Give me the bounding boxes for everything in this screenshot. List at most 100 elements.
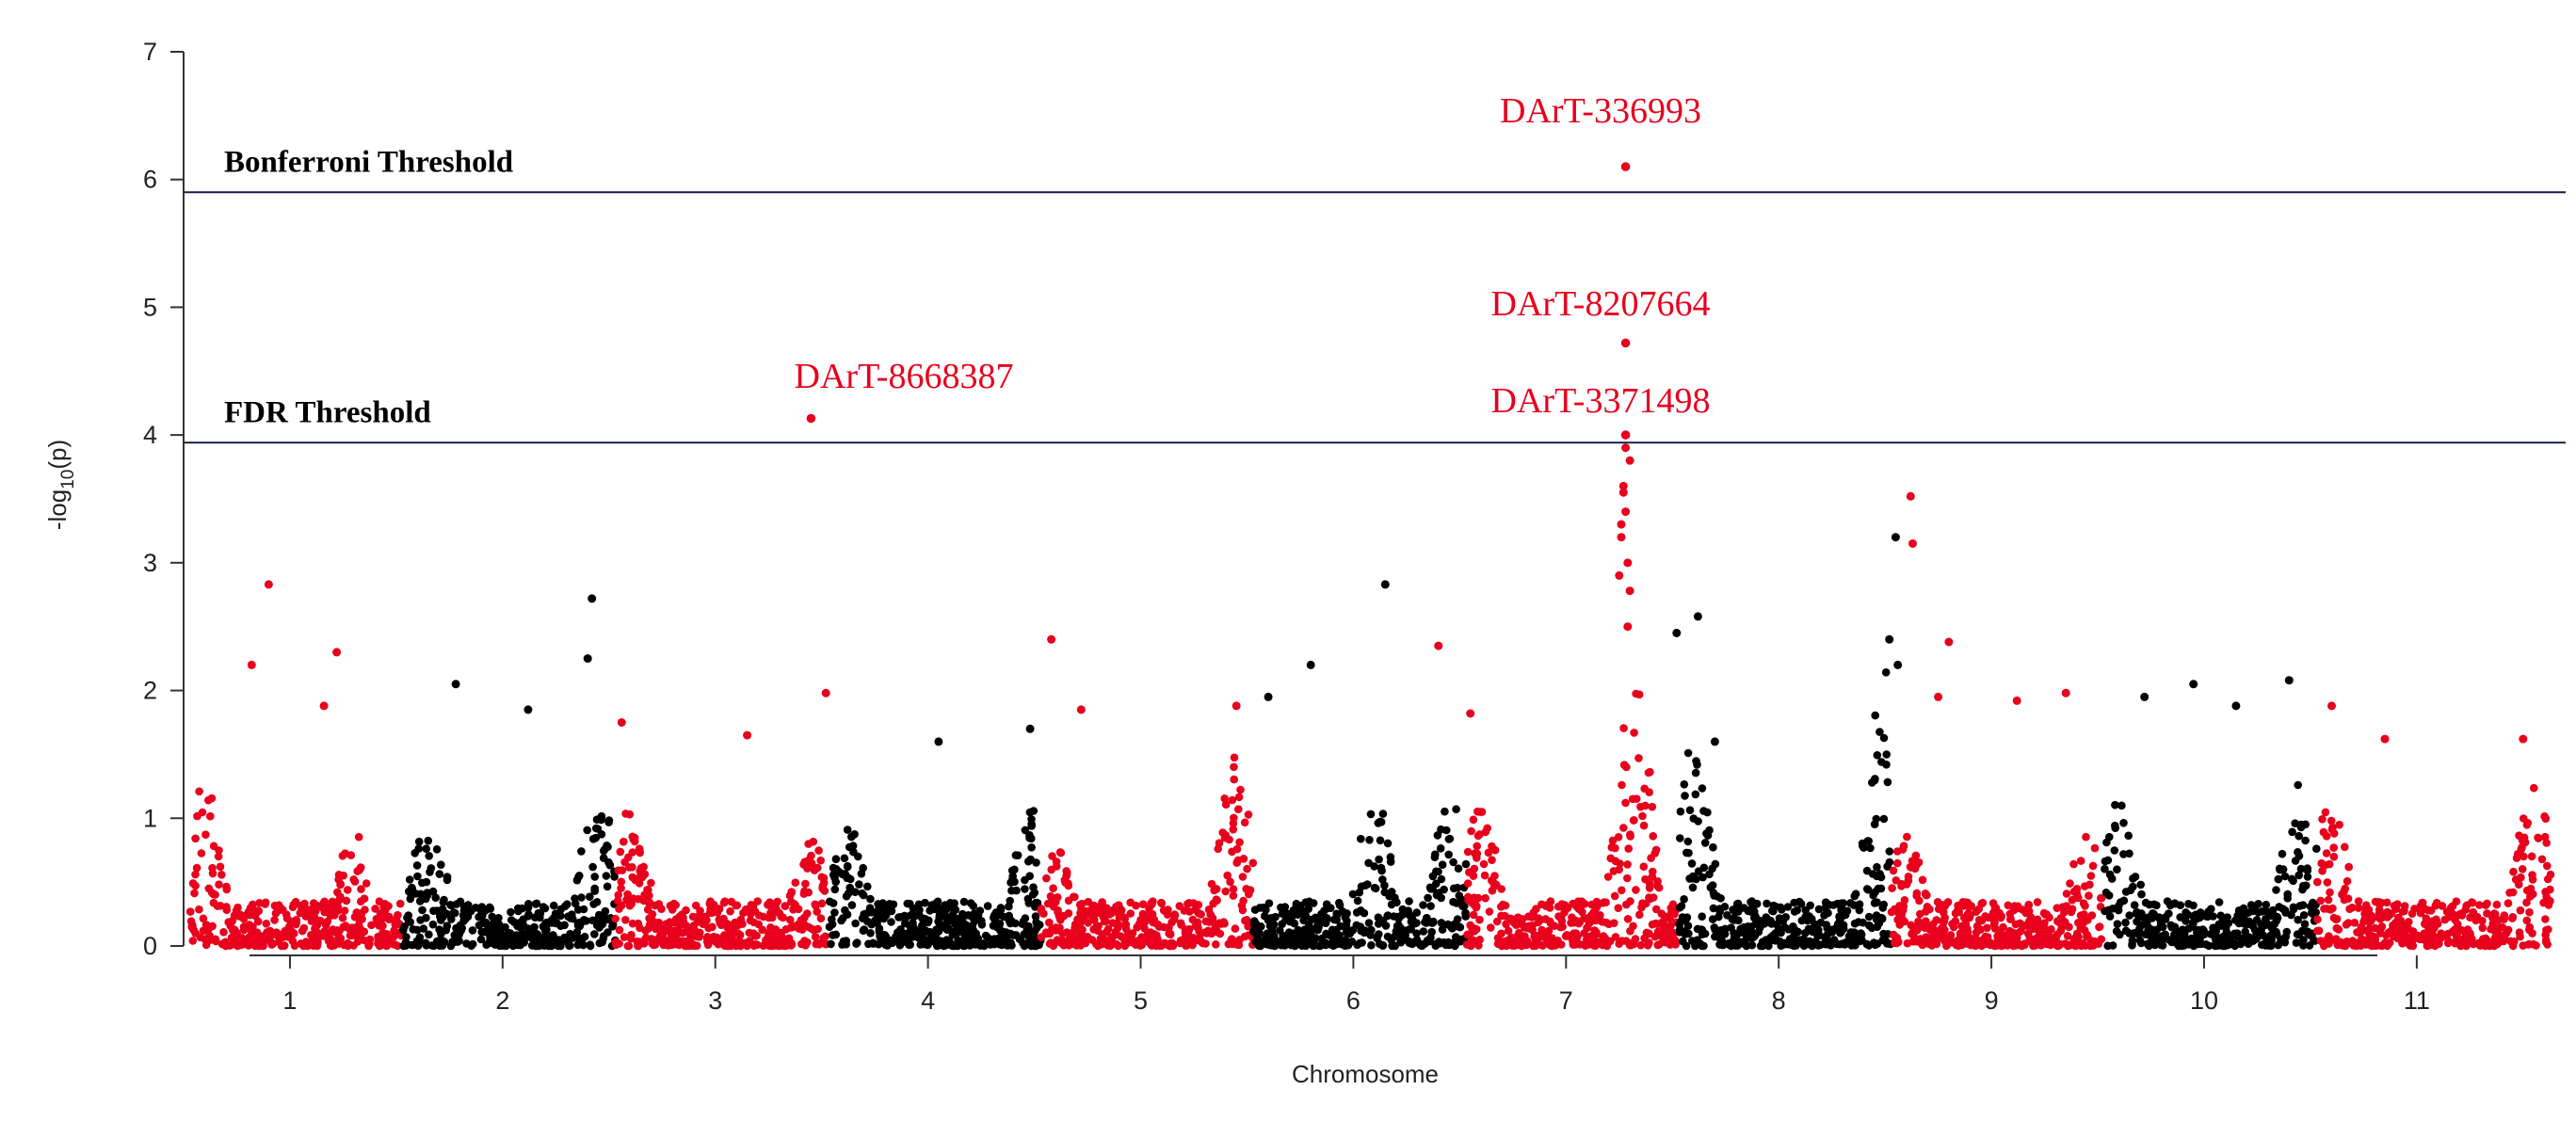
snp-point xyxy=(1487,923,1495,932)
snp-point xyxy=(2320,905,2328,913)
snp-point xyxy=(831,930,841,939)
snp-point xyxy=(1626,832,1634,841)
snp-point xyxy=(1715,907,1724,916)
snp-point xyxy=(326,911,335,921)
snp-point xyxy=(1634,754,1643,762)
snp-point xyxy=(1255,941,1264,950)
snp-point xyxy=(1877,913,1886,922)
snp-point xyxy=(250,910,260,920)
snp-point xyxy=(2113,865,2121,874)
snp-point xyxy=(1670,909,1679,919)
snp-point xyxy=(621,916,630,924)
snp-point xyxy=(2017,926,2025,936)
snp-point xyxy=(1469,936,1478,945)
snp-point xyxy=(959,897,969,906)
snp-point xyxy=(2094,939,2103,948)
y-tick-label: 2 xyxy=(143,677,157,705)
snp-point xyxy=(1416,940,1425,950)
threshold-label-2: FDR Threshold xyxy=(224,395,431,429)
snp-point xyxy=(838,940,846,949)
snp-point xyxy=(813,924,822,934)
snp-point xyxy=(1958,902,1968,910)
snp-point xyxy=(1374,920,1383,928)
snp-point xyxy=(1502,920,1510,929)
snp-point xyxy=(2301,836,2310,845)
snp-point xyxy=(802,938,811,947)
snp-point xyxy=(1781,913,1790,922)
snp-point xyxy=(1164,940,1172,949)
snp-point xyxy=(1516,918,1525,927)
x-tick-label: 1 xyxy=(282,986,297,1015)
snp-point xyxy=(1126,909,1135,918)
snp-point xyxy=(353,938,362,946)
snp-point xyxy=(192,863,201,873)
snp-point xyxy=(1394,914,1403,923)
snp-point xyxy=(1079,938,1088,948)
snp-point xyxy=(2358,935,2366,943)
snp-point xyxy=(468,939,477,949)
snp-point xyxy=(1708,915,1717,923)
snp-point xyxy=(230,925,239,935)
snp-point xyxy=(1900,896,1909,905)
snp-point xyxy=(1568,913,1576,922)
snp-point xyxy=(573,921,583,930)
snp-point xyxy=(2129,874,2137,883)
snp-point xyxy=(2124,831,2133,841)
snp-point xyxy=(1795,897,1804,906)
snp-point xyxy=(2184,924,2193,933)
snp-point xyxy=(1466,921,1474,930)
snp-point xyxy=(1236,785,1245,794)
snp-point xyxy=(1316,940,1326,949)
snp-point xyxy=(1832,939,1842,949)
snp-point xyxy=(1889,866,1898,875)
snp-point xyxy=(719,898,729,907)
snp-point xyxy=(1488,856,1496,864)
snp-point xyxy=(1419,901,1427,909)
snp-point xyxy=(1504,926,1513,936)
snp-point xyxy=(2081,882,2089,890)
snp-point xyxy=(1142,937,1151,945)
snp-point xyxy=(432,906,442,915)
snp-point xyxy=(1835,917,1844,925)
snp-point xyxy=(2492,900,2502,909)
snp-point xyxy=(1367,925,1376,935)
snp-point xyxy=(1908,539,1917,548)
snp-point xyxy=(2104,906,2113,915)
snp-point xyxy=(2216,911,2225,921)
x-axis-title: Chromosome xyxy=(1292,1060,1439,1088)
snp-point xyxy=(1370,883,1379,892)
snp-point xyxy=(1031,912,1040,921)
snp-point xyxy=(1815,931,1824,940)
x-tick-label: 6 xyxy=(1346,986,1360,1015)
snp-point xyxy=(1709,904,1718,913)
snp-point xyxy=(1943,937,1952,945)
marker-label-3: DArT-3371498 xyxy=(1491,381,1711,421)
snp-point xyxy=(2326,816,2336,825)
snp-point xyxy=(2313,877,2322,887)
snp-point xyxy=(961,927,971,936)
snp-point xyxy=(1762,913,1771,922)
snp-point xyxy=(1431,850,1440,858)
snp-point xyxy=(350,877,360,886)
snp-point xyxy=(1383,911,1393,920)
snp-point xyxy=(362,879,371,888)
snp-point xyxy=(933,941,942,951)
snp-point xyxy=(1278,920,1286,928)
snp-point xyxy=(604,818,613,826)
snp-point xyxy=(1621,443,1631,453)
snp-point xyxy=(386,938,395,947)
snp-point xyxy=(1678,913,1687,922)
snp-point xyxy=(762,939,770,948)
snp-point xyxy=(2316,937,2326,945)
snp-point xyxy=(800,887,809,896)
snp-point xyxy=(2508,914,2517,922)
snp-point xyxy=(1352,908,1361,917)
snp-point xyxy=(2137,890,2146,899)
snp-point xyxy=(2303,873,2312,881)
snp-point xyxy=(1915,896,1924,906)
snp-point xyxy=(1024,899,1034,907)
snp-point xyxy=(1138,900,1148,908)
snp-point xyxy=(1463,879,1473,888)
snp-point xyxy=(2463,925,2472,934)
snp-point xyxy=(2004,901,2013,910)
